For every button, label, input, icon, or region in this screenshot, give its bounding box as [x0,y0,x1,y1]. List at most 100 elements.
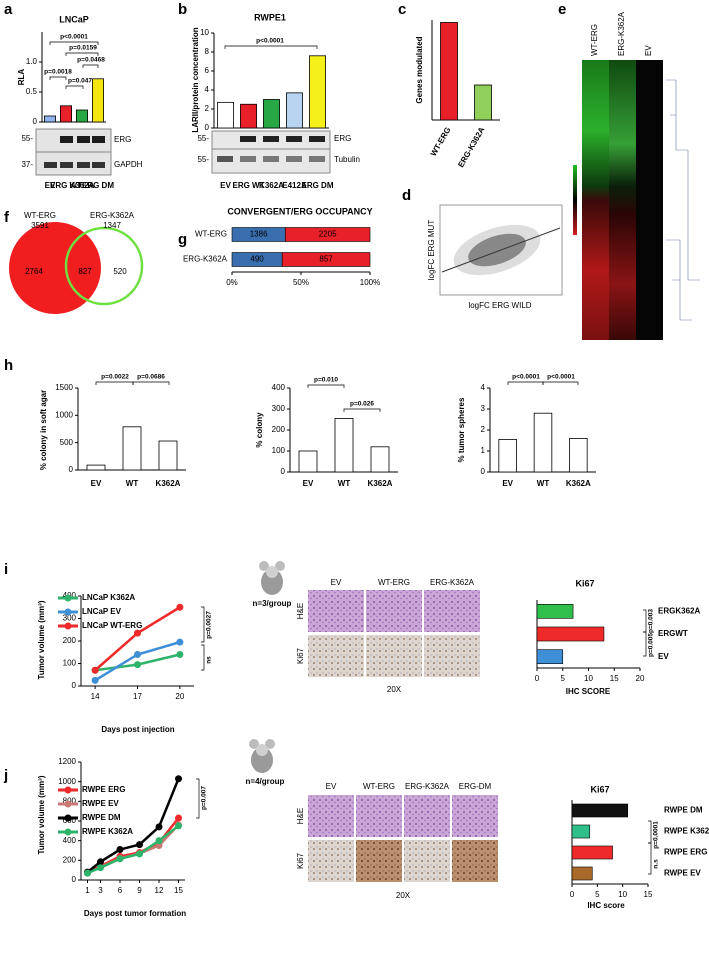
bar [571,845,613,860]
point [116,846,124,854]
x-axis-label: Days post injection [101,725,174,734]
scatter-x-label: logFC ERG WILD [468,301,531,310]
venn-circle [9,222,101,314]
group-size: n=4/group [246,777,285,786]
blot-band [309,136,325,142]
point [84,869,91,877]
blot-band [92,162,105,168]
x-tick-label: 6 [118,886,123,895]
bar [298,450,318,473]
blot-band [286,136,302,142]
chart-title: RWPE1 [254,12,286,22]
blot-marker: 55- [197,134,209,143]
data-label: 2205 [319,230,337,239]
x-tick-label: 10 [618,890,627,899]
magnification: 20X [396,891,411,900]
annotation: p=0.005 [648,633,655,657]
x-tick-label: EV [220,181,231,190]
bracket [507,381,544,385]
blot-marker: 37- [21,160,33,169]
category-label: RWPE DM [664,806,703,815]
ihc-image [452,795,498,837]
x-tick-label: 20 [636,674,645,683]
category-label: RWPE K362A [664,827,709,836]
scatter-y-label: logFC ERG MUT [427,220,436,281]
x-tick-label: ERG-K362A [456,125,486,169]
heatmap-column-label: EV [644,45,653,56]
ihc-image [366,590,422,632]
x-tick-label: 15 [174,886,183,895]
ihc-image [356,795,402,837]
bracket [643,631,647,657]
y-tick-label: 3 [481,404,486,413]
legend-marker [64,608,72,616]
category-label: EV [658,652,669,661]
venn-count: 1347 [103,221,121,230]
ihc-image [404,840,450,882]
y-axis-label: Tumor volume (mm³) [37,600,46,679]
y-axis-label: % colony in soft agar [39,390,48,470]
blot-band [60,136,73,143]
x-tick-label: K362A [259,181,284,190]
bracket [196,778,200,819]
point [136,850,143,858]
bar [76,109,89,123]
legend-label: RWPE ERG [82,785,125,794]
x-tick-label: 10 [584,674,593,683]
annotation: p=0.0686 [137,374,165,381]
point [134,651,141,658]
panel-label: e [558,1,566,18]
ihc-image [424,635,480,677]
chart-title: Ki67 [590,784,609,794]
category-label: RWPE EV [664,869,701,878]
legend-marker [64,622,72,630]
y-axis-label: Tumor volume (mm³) [37,775,46,854]
venn-count: 3591 [31,221,49,230]
bar [536,649,564,664]
bracket [65,52,99,56]
legend-label: RWPE K362A [82,827,133,836]
ihc-column-label: EV [331,578,342,587]
x-axis-label: IHC SCORE [566,687,611,696]
x-tick-label: 100% [360,278,380,287]
ihc-image [308,840,354,882]
y-tick-label: 400 [63,836,77,845]
y-tick-label: 200 [272,425,286,434]
x-tick-label: ERG WT [233,181,265,190]
y-tick-label: 1500 [55,383,73,392]
x-tick-label: K362A [566,479,591,488]
ihc-image [308,590,364,632]
y-tick-label: 0 [481,467,486,476]
blot-band [286,156,302,162]
blot-label: Tubulin [334,155,360,164]
blot-label: ERG [334,134,351,143]
x-tick-label: 0 [535,674,540,683]
x-tick-label: WT [537,479,550,488]
ihc-column-label: EV [326,782,337,791]
venn-set-label: ERG-K362A [90,211,135,220]
point [134,629,141,637]
x-tick-label: EV [502,479,513,488]
ihc-row-label: Ki67 [296,647,305,664]
data-label: 490 [250,255,264,264]
mouse-icon [259,561,285,595]
heatmap-column [636,60,663,340]
bar [240,103,257,129]
magnification: 20X [387,685,402,694]
bracket [132,381,170,385]
blot-label: ERG [114,135,131,144]
ihc-row-label: Ki67 [296,852,305,869]
panel-label: f [4,209,10,226]
ihc-image [356,840,402,882]
category-label: ERGK362A [658,606,700,615]
bar [60,105,73,123]
bar [92,78,105,123]
y-tick-label: 0.5 [26,87,38,96]
category-label: RWPE ERG [664,848,707,857]
legend-label: LNCaP K362A [82,593,135,602]
point [97,864,104,872]
annotation: p=0.0159 [69,45,97,52]
bracket [343,408,381,412]
point [91,666,99,674]
